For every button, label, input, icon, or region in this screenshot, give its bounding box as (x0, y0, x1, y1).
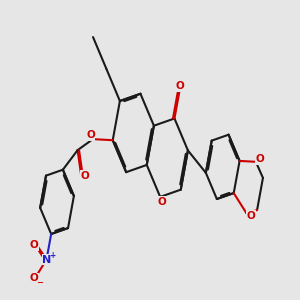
Text: O: O (30, 273, 38, 284)
Text: O: O (30, 240, 39, 250)
Text: O: O (80, 171, 89, 181)
Text: N: N (43, 255, 52, 265)
Text: O: O (86, 130, 95, 140)
Text: −: − (37, 278, 44, 287)
Text: O: O (176, 81, 184, 91)
Text: O: O (157, 197, 166, 207)
Text: O: O (246, 211, 255, 220)
Text: O: O (256, 154, 264, 164)
Text: +: + (49, 251, 56, 260)
